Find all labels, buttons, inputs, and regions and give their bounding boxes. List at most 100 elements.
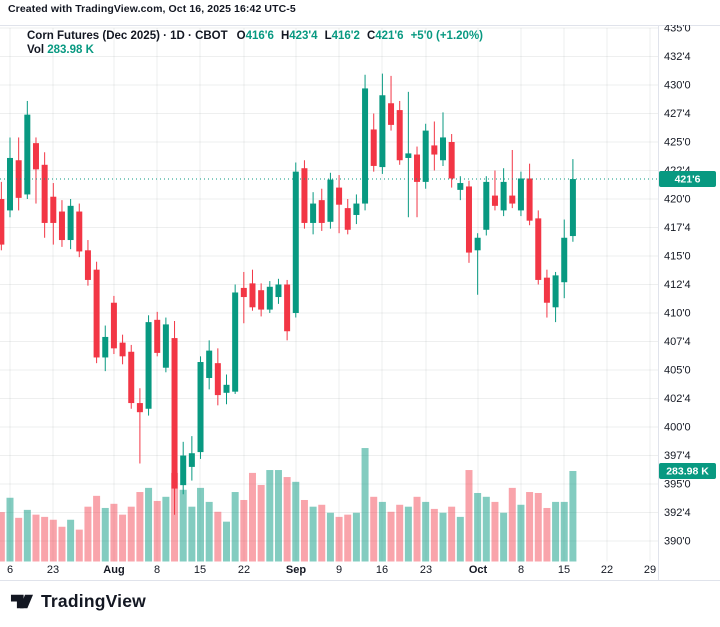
high-value: 423'4 — [289, 30, 318, 42]
candle-body — [491, 195, 498, 206]
candle-body — [128, 351, 135, 404]
candle-body — [509, 195, 516, 204]
price-axis-label: 410'0 — [664, 308, 691, 320]
volume-bar — [67, 519, 75, 562]
candle-body — [67, 205, 74, 241]
volume-bar — [430, 508, 438, 562]
candle-body — [188, 453, 195, 467]
volume-bar — [49, 519, 57, 562]
candle-body — [154, 319, 161, 353]
candle-body — [41, 164, 48, 223]
price-axis-label: 425'0 — [664, 137, 691, 149]
volume-bar — [508, 487, 516, 562]
volume-bar — [162, 496, 170, 562]
time-axis-label: 16 — [376, 564, 388, 576]
candle-body — [465, 186, 472, 253]
candle-body — [7, 157, 13, 211]
volume-bar — [404, 506, 412, 562]
candle-body — [310, 203, 317, 223]
volume-bar — [361, 448, 369, 562]
time-axis-label: Oct — [469, 564, 488, 576]
time-axis-label: 23 — [47, 564, 59, 576]
volume-bar — [223, 521, 230, 562]
price-axis-label: 397'4 — [664, 450, 691, 462]
price-axis-label: 415'0 — [664, 251, 691, 263]
price-axis-label: 412'4 — [664, 279, 691, 291]
candle-body — [84, 250, 91, 280]
candle-body — [76, 211, 83, 252]
volume-bar — [274, 470, 282, 562]
candle-body — [353, 203, 360, 215]
high-label: H — [280, 30, 290, 42]
candle-body — [448, 142, 455, 179]
volume-bar — [15, 517, 23, 562]
volume-bar — [344, 514, 352, 562]
candle-body — [431, 145, 438, 155]
candle-body — [483, 181, 490, 230]
time-axis: 6 23 Aug 8 15 22 Sep 9 16 23 Oct 8 15 22 29 — [7, 564, 656, 576]
time-axis-label: Sep — [286, 564, 306, 576]
candle-body — [275, 284, 282, 298]
candle-body — [318, 200, 325, 223]
volume-bar — [309, 506, 317, 562]
price-axis-label: 402'4 — [664, 393, 691, 405]
volume-bar — [75, 529, 83, 562]
candle-body — [232, 292, 239, 392]
price-axis-label: 427'4 — [664, 108, 691, 120]
volume-bar — [491, 501, 499, 562]
volume-bar — [119, 514, 127, 562]
volume-bar — [84, 506, 92, 562]
candle-body — [240, 287, 247, 298]
volume-bar — [41, 516, 49, 562]
candle-body — [500, 181, 507, 211]
candle-body — [180, 455, 187, 486]
volume-bar — [136, 492, 144, 562]
volume-bar — [171, 472, 179, 562]
candle-body — [0, 199, 5, 245]
time-axis-label: 6 — [7, 564, 13, 576]
tradingview-logo-icon — [10, 594, 33, 609]
volume-bar — [32, 514, 40, 562]
candle-body — [405, 153, 412, 158]
candle-body — [344, 208, 351, 230]
change-value: +5'0 (+1.20%) — [410, 30, 483, 42]
volume-bar — [465, 470, 473, 562]
volume-bar — [257, 485, 265, 562]
time-axis-label: 9 — [336, 564, 342, 576]
low-label: L — [324, 30, 332, 42]
candle-body — [15, 160, 22, 198]
candle-body — [379, 95, 386, 168]
candlestick-chart[interactable]: 435'0432'4430'0427'4425'0422'4420'0417'4… — [0, 25, 720, 581]
price-axis-label: 405'0 — [664, 365, 691, 377]
volume-bar — [482, 496, 490, 562]
time-axis-label: 29 — [644, 564, 656, 576]
volume-bar — [283, 477, 291, 562]
volume-bar — [569, 470, 577, 562]
volume-bar — [448, 506, 456, 562]
chart-widget: 435'0 432'4 430'0 427'4 425'0 422'4 420'0 417'4… — [0, 25, 720, 581]
volume-bar — [456, 516, 464, 562]
price-axis-label: 390'0 — [664, 536, 691, 548]
volume-bar — [0, 512, 5, 562]
price-axis-label: 407'4 — [664, 336, 691, 348]
candle-body — [162, 324, 169, 368]
close-value: 421'6 — [375, 30, 404, 42]
volume-bar — [439, 512, 447, 562]
candle-body — [258, 290, 265, 310]
candle-body — [474, 237, 481, 251]
volume-bar — [110, 503, 118, 562]
symbol-legend[interactable]: Corn Futures (Dec 2025) · 1D · CBOT O416'… — [27, 30, 483, 56]
time-axis-label: 22 — [238, 564, 250, 576]
candle-body — [136, 403, 143, 413]
symbol-title: Corn Futures (Dec 2025) · 1D · CBOT — [27, 30, 228, 42]
volume-bar — [292, 481, 300, 562]
open-value: 416'6 — [245, 30, 274, 42]
candle-body — [58, 211, 65, 241]
volume-bar — [378, 501, 386, 562]
low-value: 416'2 — [331, 30, 360, 42]
axis-frame — [0, 25, 720, 581]
legend-row-main: Corn Futures (Dec 2025) · 1D · CBOT O416'… — [27, 30, 483, 42]
volume-bar — [413, 496, 421, 562]
candle-body — [440, 137, 446, 161]
